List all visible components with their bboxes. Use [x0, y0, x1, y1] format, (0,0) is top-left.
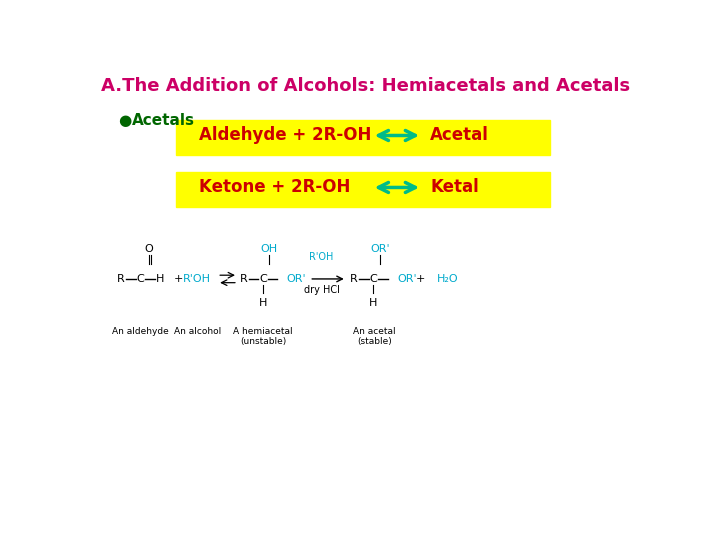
Text: R: R — [349, 274, 357, 284]
Text: C: C — [369, 274, 377, 284]
Text: H: H — [258, 298, 267, 308]
Text: OR': OR' — [370, 244, 390, 254]
Text: O: O — [144, 244, 153, 254]
Text: +: + — [415, 274, 425, 284]
Text: Ketone + 2R-OH: Ketone + 2R-OH — [199, 178, 350, 197]
Bar — [176, 120, 550, 155]
Text: A.The Addition of Alcohols: Hemiacetals and Acetals: A.The Addition of Alcohols: Hemiacetals … — [101, 77, 630, 95]
Text: OR': OR' — [287, 274, 306, 284]
Text: Ketal: Ketal — [431, 178, 479, 197]
Text: ●: ● — [118, 113, 131, 127]
Text: OR': OR' — [397, 274, 417, 284]
Text: H₂O: H₂O — [437, 274, 459, 284]
Text: An aldehyde: An aldehyde — [112, 327, 168, 336]
Text: H: H — [156, 274, 164, 284]
Text: An acetal
(stable): An acetal (stable) — [354, 327, 396, 346]
Text: R: R — [240, 274, 248, 284]
Bar — [176, 172, 550, 207]
Text: R: R — [117, 274, 125, 284]
Text: C: C — [259, 274, 267, 284]
Text: R'OH: R'OH — [183, 274, 211, 284]
Text: An alcohol: An alcohol — [174, 327, 221, 336]
Text: A hemiacetal
(unstable): A hemiacetal (unstable) — [233, 327, 293, 346]
Text: H: H — [369, 298, 378, 308]
Text: R'OH: R'OH — [310, 252, 334, 262]
Text: Acetal: Acetal — [431, 126, 490, 145]
Text: C: C — [136, 274, 144, 284]
Text: dry HCl: dry HCl — [304, 285, 340, 295]
Text: Acetals: Acetals — [132, 113, 195, 127]
Text: OH: OH — [260, 244, 277, 254]
Text: +: + — [174, 274, 183, 284]
Text: Aldehyde + 2R-OH: Aldehyde + 2R-OH — [199, 126, 372, 145]
